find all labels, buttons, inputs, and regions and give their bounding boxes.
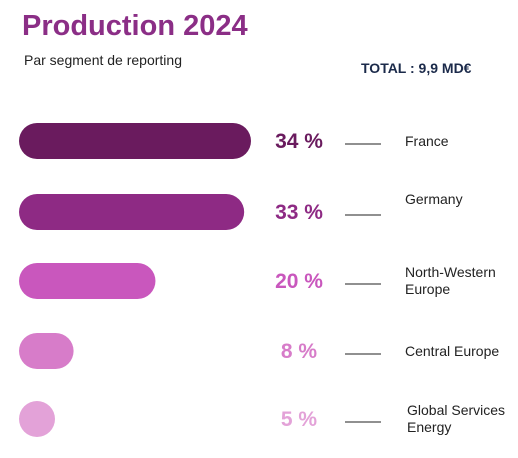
category-label-2-1: Europe [405,281,450,297]
bar-4 [19,401,55,437]
value-label-1: 33 % [275,201,323,224]
chart-title: Production 2024 [22,10,248,42]
bar-3 [19,333,74,369]
total-label: TOTAL : 9,9 MD€ [361,60,472,76]
bar-1 [19,194,245,230]
bar-0 [19,123,251,159]
category-label-3-0: Central Europe [405,343,499,359]
chart-subtitle: Par segment de reporting [24,52,182,68]
value-label-2: 20 % [275,270,323,293]
value-label-4: 5 % [281,408,318,431]
category-label-0-0: France [405,133,449,149]
value-label-3: 8 % [281,340,318,363]
category-label-4-1: Energy [407,419,451,435]
category-label-2-0: North-Western [405,264,496,280]
bar-2 [19,263,156,299]
value-label-0: 34 % [275,130,323,153]
category-label-1-0: Germany [405,191,463,207]
category-label-4-0: Global Services [407,402,505,418]
